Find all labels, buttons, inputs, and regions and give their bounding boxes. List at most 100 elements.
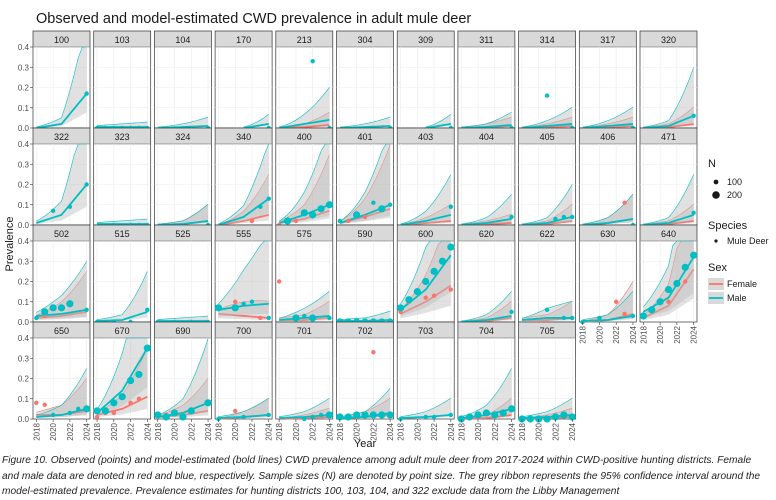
confidence-ribbon [461,398,512,419]
male-observed-point [101,407,110,415]
ribbon-edge [279,397,330,417]
facet-label: 405 [540,132,555,142]
y-tick-label: 0.3 [18,257,30,266]
confidence-ribbon [643,241,694,318]
confidence-ribbon [339,388,391,419]
facet-label: 703 [418,326,433,336]
ribbon-edge [461,291,512,322]
facet-label: 323 [115,132,130,142]
male-observed-point [310,414,315,420]
male-observed-point [154,411,162,419]
confidence-ribbon [521,398,573,419]
male-observed-point [560,411,568,419]
male-observed-point [386,411,394,419]
male-observed-point [300,209,308,217]
male-observed-point [310,58,315,64]
facet-panel: 103 [93,30,152,131]
female-observed-point [42,402,47,408]
facet-label: 104 [175,35,190,45]
confidence-ribbon [218,174,269,225]
x-tick-label: 2022 [187,422,196,440]
facet-label: 630 [600,229,615,239]
male-observed-point [84,182,89,187]
ribbon-edge [36,368,87,416]
male-observed-point [135,370,143,379]
male-observed-point [67,204,73,209]
facet-panel: 525 [154,224,212,325]
x-tick-label: 2020 [231,422,240,440]
male-observed-point [266,315,271,321]
x-tick-label: 2022 [248,422,257,440]
male-observed-point [648,306,656,314]
female-observed-point [666,299,671,304]
cwd-prevalence-chart: Observed and model-estimated CWD prevale… [4,11,769,450]
male-observed-point [544,307,550,313]
facet-panel: 320 [639,30,698,129]
facet-panel: 322 0.0 0.1 0.2 0.3 0.4 [18,127,91,230]
confidence-ribbon [279,398,330,419]
confidence-ribbon [400,174,451,225]
confidence-ribbon [279,154,330,225]
confidence-ribbon [643,241,694,321]
x-tick-label: 2018 [457,422,466,440]
x-tick-label: 2018 [397,422,406,440]
x-tick-label: 2024 [447,422,456,440]
legend-n-title: N [708,158,716,170]
facet-label: 317 [600,35,615,45]
x-tick-label: 2018 [275,422,284,440]
x-tick-label: 2020 [110,422,119,440]
facet-label: 702 [357,326,372,336]
male-observed-point [553,216,558,222]
female-model-line [218,214,269,226]
y-tick-label: 0.2 [18,84,30,93]
confidence-ribbon [97,347,148,418]
male-observed-point [231,304,239,312]
confidence-ribbon [582,281,633,322]
confidence-ribbon [461,112,512,128]
female-model-line [400,284,452,315]
x-tick-label: 2020 [49,422,58,440]
confidence-ribbon [582,107,633,128]
y-tick-label: 0.3 [18,160,30,169]
male-observed-point [507,405,516,413]
male-observed-point [474,411,482,419]
male-observed-point [327,315,332,321]
facet-panel: 406 [578,127,637,228]
facet-label: 555 [236,229,251,239]
y-tick-label: 0.0 [18,318,30,327]
ribbon-edge [279,87,330,128]
ribbon-edge [643,67,694,128]
male-model-line [243,123,269,129]
male-observed-point [49,304,57,312]
female-observed-point [293,218,299,224]
ribbon-edge [279,154,330,222]
male-observed-point [84,91,89,96]
male-model-line [461,315,512,323]
ribbon-edge [400,397,452,417]
male-observed-point [126,376,135,385]
male-observed-point [344,413,352,421]
female-observed-point [276,279,282,284]
facet-label: 640 [661,229,676,239]
confidence-ribbon [36,271,87,321]
male-observed-point [325,411,334,419]
x-tick-label: 2022 [551,422,560,440]
male-observed-point [482,409,490,417]
facet-label: 471 [661,132,676,142]
legend-sex-label: Male [727,293,747,303]
male-observed-point [561,214,567,220]
x-tick-label: 2022 [369,422,378,440]
confidence-ribbon [643,67,694,128]
figure-caption: Figure 10. Observed (points) and model-e… [2,455,761,497]
y-tick-label: 0.0 [18,221,30,230]
facet-panel: 100 0.0 0.1 0.2 0.3 0.4 [18,30,91,133]
x-axis-label: Year [354,438,377,450]
legend-species-point [714,239,718,243]
y-tick-label: 0.2 [18,278,30,287]
male-observed-point [66,300,74,308]
facet-label: 170 [236,35,251,45]
facet-label: 502 [54,229,69,239]
male-observed-point [405,296,413,304]
male-observed-point [302,416,307,422]
chart-title: Observed and model-estimated CWD prevale… [36,11,471,27]
